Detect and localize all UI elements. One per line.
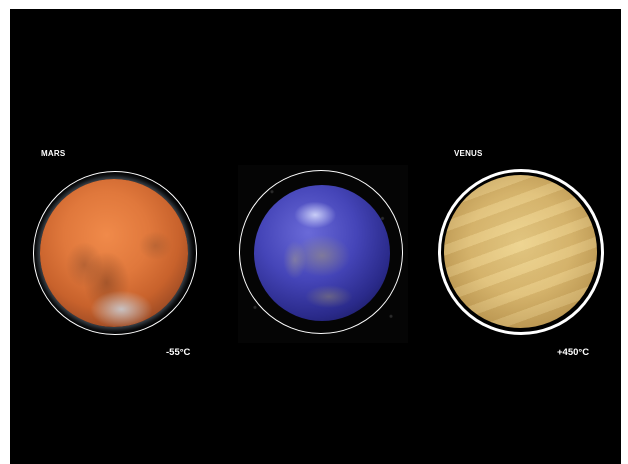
earth-outline: [239, 170, 403, 334]
slide: MARS -55°C VENUS +450°C: [10, 9, 621, 464]
mars-outline: [33, 171, 197, 335]
venus-outline: [438, 169, 604, 335]
mars-temperature: -55°C: [166, 347, 191, 358]
mars-label: MARS: [41, 149, 66, 158]
venus-label: VENUS: [454, 149, 483, 158]
venus-temperature: +450°C: [557, 347, 590, 358]
